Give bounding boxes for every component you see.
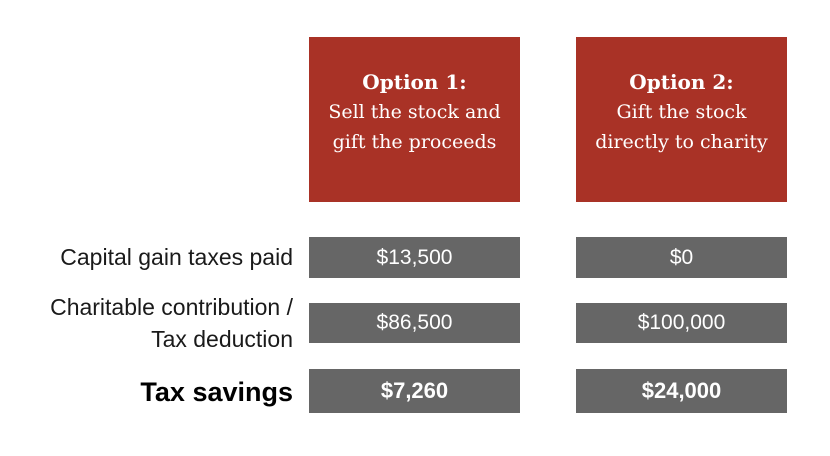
cell-capital-gain-option-1: $13,500 — [309, 237, 520, 278]
option-1-header: Option 1: Sell the stock and gift the pr… — [309, 37, 520, 202]
option-2-header: Option 2: Gift the stock directly to cha… — [576, 37, 787, 202]
cell-capital-gain-option-2: $0 — [576, 237, 787, 278]
cell-tax-savings-option-1: $7,260 — [309, 369, 520, 413]
row-label-tax-savings: Tax savings — [140, 377, 293, 407]
cell-tax-savings-option-2: $24,000 — [576, 369, 787, 413]
row-label-capital-gain: Capital gain taxes paid — [60, 244, 293, 270]
option-2-desc-line2: directly to charity — [595, 131, 768, 153]
option-2-desc-line1: Gift the stock — [616, 101, 747, 123]
option-2-title: Option 2: — [629, 70, 734, 94]
cell-charitable-option-2: $100,000 — [576, 303, 787, 343]
option-1-title: Option 1: — [362, 70, 467, 94]
cell-charitable-option-1: $86,500 — [309, 303, 520, 343]
option-1-desc-line2: gift the proceeds — [332, 131, 497, 153]
row-label-charitable-line1: Charitable contribution / — [50, 294, 293, 320]
option-1-desc-line1: Sell the stock and — [328, 101, 501, 123]
row-label-charitable-line2: Tax deduction — [151, 326, 293, 352]
